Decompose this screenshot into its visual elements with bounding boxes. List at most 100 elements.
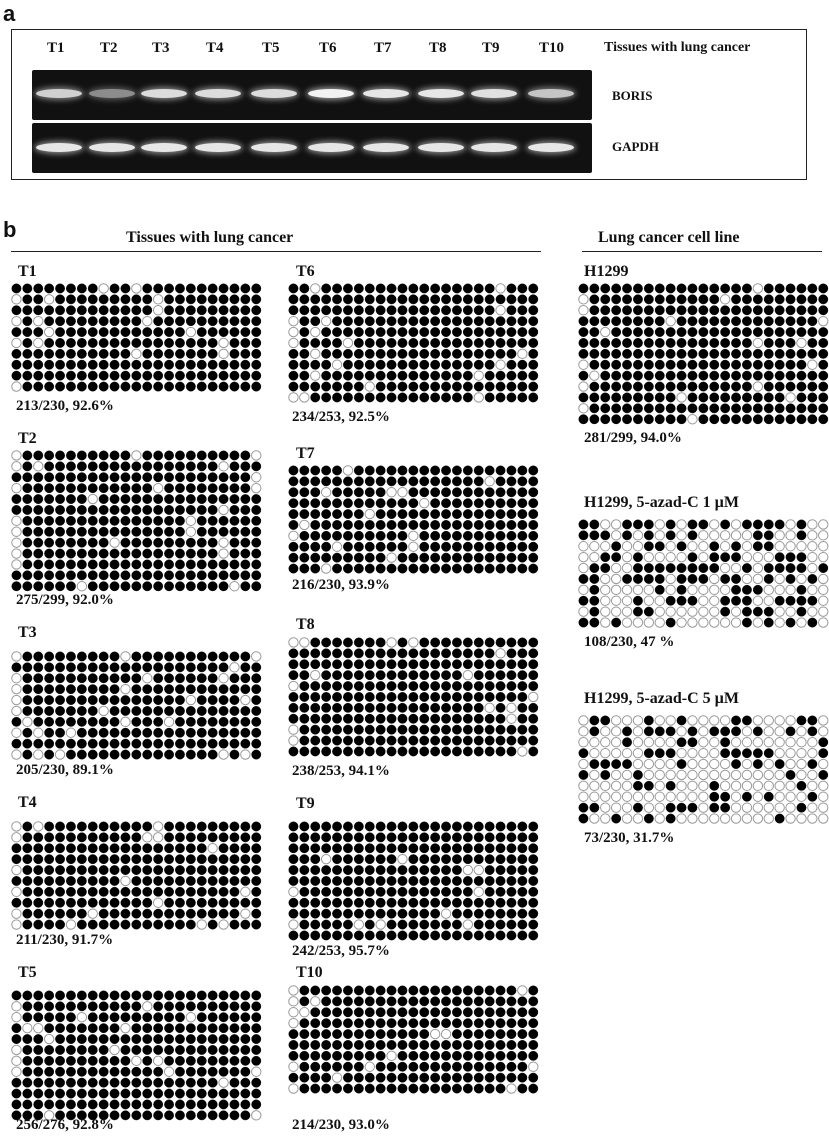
- unmethylated-cpg: [33, 727, 44, 738]
- methylated-cpg: [622, 737, 632, 748]
- methylated-cpg: [419, 1083, 430, 1094]
- methylated-cpg: [441, 865, 451, 875]
- unmethylated-cpg: [11, 821, 22, 832]
- methylated-cpg: [44, 716, 55, 727]
- unmethylated-cpg: [11, 651, 22, 662]
- methylated-cpg: [698, 359, 709, 370]
- methylated-cpg: [185, 886, 196, 897]
- methylated-cpg: [687, 802, 698, 813]
- methylated-cpg: [462, 692, 473, 702]
- methylated-cpg: [796, 392, 807, 403]
- methylated-cpg: [164, 370, 174, 381]
- methylated-cpg: [506, 530, 517, 541]
- methylated-cpg: [709, 403, 720, 414]
- methylated-cpg: [251, 749, 262, 760]
- methylated-cpg: [76, 727, 87, 738]
- methylated-cpg: [251, 570, 262, 581]
- methylated-cpg: [408, 865, 419, 875]
- methylated-cpg: [22, 1012, 33, 1023]
- methylated-cpg: [131, 305, 142, 316]
- methylated-cpg: [709, 802, 720, 813]
- methylated-cpg: [185, 706, 196, 716]
- methylated-cpg: [175, 919, 185, 930]
- methylated-cpg: [288, 1029, 299, 1039]
- unmethylated-cpg: [33, 1022, 44, 1034]
- methylated-cpg: [87, 1099, 98, 1110]
- methylated-cpg: [430, 843, 441, 854]
- methylated-cpg: [196, 494, 207, 504]
- methylated-cpg: [528, 348, 539, 359]
- methylated-cpg: [408, 713, 419, 724]
- methylated-cpg: [528, 1007, 539, 1018]
- methylated-cpg: [33, 1045, 44, 1055]
- methylated-cpg: [386, 283, 397, 294]
- unmethylated-cpg: [665, 573, 676, 585]
- methylated-cpg: [386, 465, 397, 476]
- methylated-cpg: [164, 526, 174, 537]
- unmethylated-cpg: [709, 737, 720, 748]
- methylated-cpg: [44, 673, 55, 684]
- methylated-cpg: [375, 392, 386, 403]
- methylated-cpg: [473, 476, 484, 487]
- methylation-grid-t6: [288, 283, 539, 403]
- unmethylated-cpg: [698, 541, 709, 552]
- methylated-cpg: [430, 465, 441, 476]
- methylated-cpg: [495, 670, 506, 681]
- unmethylated-cpg: [785, 584, 796, 596]
- unmethylated-cpg: [730, 813, 742, 824]
- methylated-cpg: [364, 327, 375, 337]
- methylated-cpg: [517, 1083, 528, 1094]
- methylated-cpg: [33, 370, 44, 381]
- unmethylated-cpg: [621, 606, 633, 617]
- methylated-cpg: [419, 1061, 430, 1072]
- methylated-cpg: [633, 381, 643, 392]
- unmethylated-cpg: [676, 392, 687, 403]
- methylated-cpg: [196, 338, 207, 348]
- methylated-cpg: [785, 552, 796, 563]
- unmethylated-cpg: [785, 519, 796, 530]
- methylated-cpg: [386, 381, 397, 392]
- unmethylated-cpg: [752, 283, 764, 294]
- methylated-cpg: [375, 659, 386, 670]
- methylated-cpg: [687, 381, 698, 392]
- methylated-cpg: [218, 876, 229, 886]
- methylated-cpg: [196, 515, 207, 526]
- methylated-cpg: [665, 359, 676, 370]
- unmethylated-cpg: [719, 813, 731, 824]
- methylated-cpg: [310, 465, 321, 476]
- methylated-cpg: [818, 563, 829, 573]
- unmethylated-cpg: [752, 769, 764, 781]
- methylated-cpg: [397, 327, 408, 337]
- methylated-cpg: [720, 359, 731, 370]
- unmethylated-cpg: [785, 392, 796, 403]
- unmethylated-cpg: [654, 617, 665, 628]
- methylated-cpg: [229, 854, 240, 865]
- methylated-cpg: [229, 876, 240, 886]
- methylated-cpg: [731, 338, 741, 348]
- methylated-cpg: [332, 821, 342, 832]
- methylated-cpg: [87, 886, 98, 897]
- methylated-cpg: [818, 392, 829, 403]
- methylated-cpg: [175, 1099, 185, 1110]
- methylated-cpg: [473, 659, 484, 670]
- unmethylated-cpg: [807, 802, 818, 813]
- methylated-cpg: [462, 1029, 473, 1039]
- methylated-cpg: [207, 548, 218, 559]
- unmethylated-cpg: [698, 813, 709, 824]
- methylated-cpg: [22, 1110, 33, 1121]
- methylated-cpg: [818, 305, 829, 316]
- methylated-cpg: [343, 985, 353, 996]
- methylated-cpg: [332, 996, 342, 1007]
- methylated-cpg: [310, 930, 321, 941]
- methylated-cpg: [408, 1018, 419, 1029]
- methylated-cpg: [589, 283, 600, 294]
- unmethylated-cpg: [818, 551, 829, 563]
- methylated-cpg: [796, 327, 807, 337]
- methylated-cpg: [408, 392, 419, 403]
- methylated-cpg: [353, 865, 364, 875]
- methylated-cpg: [462, 305, 473, 316]
- methylated-cpg: [288, 381, 299, 392]
- methylated-cpg: [76, 908, 87, 919]
- methylated-cpg: [452, 509, 462, 519]
- unmethylated-cpg: [698, 737, 709, 748]
